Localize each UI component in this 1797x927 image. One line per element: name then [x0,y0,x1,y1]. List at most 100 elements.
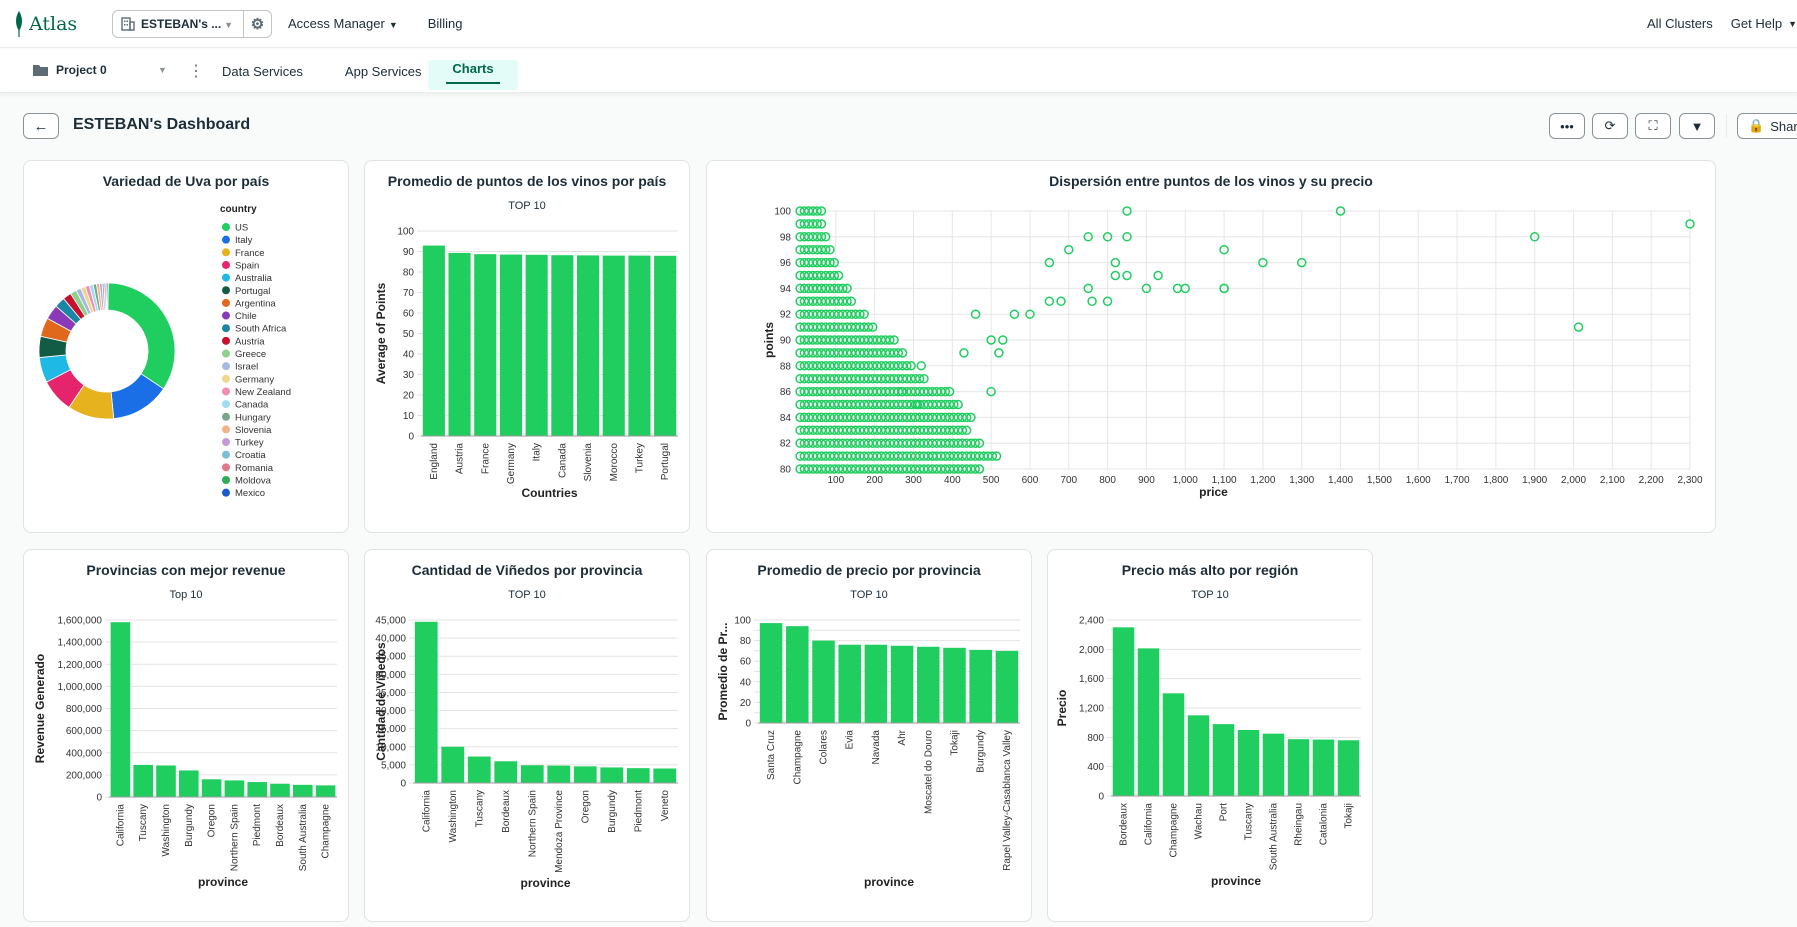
x-tick-label: Slovenia [583,443,594,482]
scatter-point [833,270,844,281]
legend-title: country [220,204,257,215]
bar [1112,627,1135,796]
x-tick-label: Washington [448,790,459,842]
scatter-point [1102,296,1113,307]
lock-icon: 🔒 [1748,118,1765,133]
bar [602,255,625,436]
x-tick-label: 400 [944,475,961,486]
tab-data-services[interactable]: Data Services [222,63,303,79]
x-tick-label: Tuscany [1244,803,1255,840]
bar [525,254,548,436]
all-clusters-link[interactable]: All Clusters [1647,16,1713,31]
x-tick-label: Rapel Valley-Casablanca Valley [1002,730,1013,871]
fullscreen-icon: ⛶ [1648,118,1658,133]
refresh-button[interactable]: ⟳ [1592,113,1628,139]
fullscreen-button[interactable]: ⛶ [1635,113,1671,139]
chart-card-revenue-province[interactable]: Provincias con mejor revenue Top 10 0 200… [23,549,349,922]
y-tick-label: 600,000 [66,726,103,737]
y-axis-label: Cantidad de Viñedos [374,642,388,761]
scatter-point [1102,232,1113,242]
chevron-down-icon: ▼ [158,65,167,75]
tab-app-services[interactable]: App Services [344,63,422,79]
top-navbar: Atlas ESTEBAN's ... ▼ ⚙ Access Manager ▼ … [0,0,1797,48]
bar [759,623,783,723]
scatter-point [855,309,865,319]
legend-label: Italy [235,235,253,246]
caret-down-icon: ▼ [1788,18,1797,29]
scatter-point [970,464,980,474]
filter-button[interactable]: ▼ [1679,113,1715,139]
y-tick-label: 60 [740,657,752,668]
x-tick-label: 1,700 [1445,475,1470,486]
pie-slice [107,282,176,390]
billing-link[interactable]: Billing [427,16,463,31]
project-name: Project 0 [56,63,107,77]
bar [969,649,992,723]
scatter-point [897,386,907,397]
back-button[interactable]: ← [23,113,59,139]
access-manager-menu[interactable]: Access Manager ▼ [288,16,398,31]
tab-charts[interactable]: Charts [428,60,518,90]
y-tick-label: 0 [96,793,102,804]
bar [576,255,600,436]
chart-card-scatter-points-price[interactable]: Dispersión entre puntos de los vinos y s… [706,160,1716,533]
bar [812,640,835,723]
y-tick-label: 800 [1087,733,1104,744]
chart-card-vineyards-province[interactable]: Cantidad de Viñedos por provincia TOP 10… [364,549,690,922]
legend-swatch [222,260,230,269]
legend-swatch [222,387,230,396]
bar [547,765,571,783]
chart-card-avg-points-country[interactable]: Promedio de puntos de los vinos por país… [364,160,690,533]
scatter-point [953,399,963,410]
x-tick-label: California [115,804,126,847]
y-tick-label: 10,000 [375,742,406,753]
divider [1726,114,1727,138]
gear-icon[interactable]: ⚙ [243,10,271,37]
chart-subtitle: TOP 10 [1191,589,1229,601]
scatter-point [829,270,840,281]
legend-label: Australia [235,273,273,284]
y-tick-label: 30,000 [375,670,406,681]
bar [467,756,491,783]
legend-label: Portugal [235,286,270,297]
more-vertical-icon[interactable]: ⋮ [188,63,204,80]
scatter-point [994,348,1004,358]
org-selector[interactable]: ESTEBAN's ... ▼ ⚙ [112,9,272,38]
x-tick-label: Champagne [321,804,332,859]
atlas-logo[interactable]: Atlas [14,10,98,37]
get-help-menu[interactable]: Get Help ▼ [1730,16,1797,31]
x-tick-label: 1,400 [1328,475,1353,486]
project-selector[interactable]: Project 0 ▼ [33,63,173,77]
share-button[interactable]: 🔒Share [1737,113,1797,139]
chart-card-grape-variety[interactable]: Variedad de Uva por país country US Italy F… [23,160,349,533]
x-tick-label: Washington [161,804,172,856]
chart-card-max-price-region[interactable]: Precio más alto por región TOP 10 0 400 80… [1047,549,1373,922]
scatter-point [912,399,923,410]
chart-card-avg-price-province[interactable]: Promedio de precio por provincia TOP 10 … [706,549,1032,922]
legend-swatch [222,476,230,484]
y-tick-label: 20 [403,391,415,402]
scatter-point [1122,270,1132,281]
scatter-point [825,257,835,268]
bar [178,770,199,797]
y-tick-label: 100 [734,616,751,627]
y-tick-label: 80 [403,268,415,279]
x-tick-label: Bordeaux [275,804,286,847]
y-tick-label: 60 [403,309,415,320]
chart-title: Provincias con mejor revenue [86,562,286,578]
y-tick-label: 96 [780,258,792,269]
y-tick-label: 1,200,000 [58,660,103,671]
scatter-point [940,386,951,397]
legend-label: Croatia [235,450,266,461]
legend-label: France [235,248,265,259]
scatter-point [902,361,912,371]
legend-swatch [222,412,230,421]
more-options-button[interactable]: ••• [1549,113,1585,139]
scatter-point [944,386,955,397]
x-tick-label: Mendoza Province [554,790,565,873]
scatter-point [970,309,981,319]
bar [628,255,651,436]
x-tick-label: 2,000 [1561,475,1586,486]
x-tick-label: Tuscany [474,790,485,827]
scatter-point [961,412,972,423]
